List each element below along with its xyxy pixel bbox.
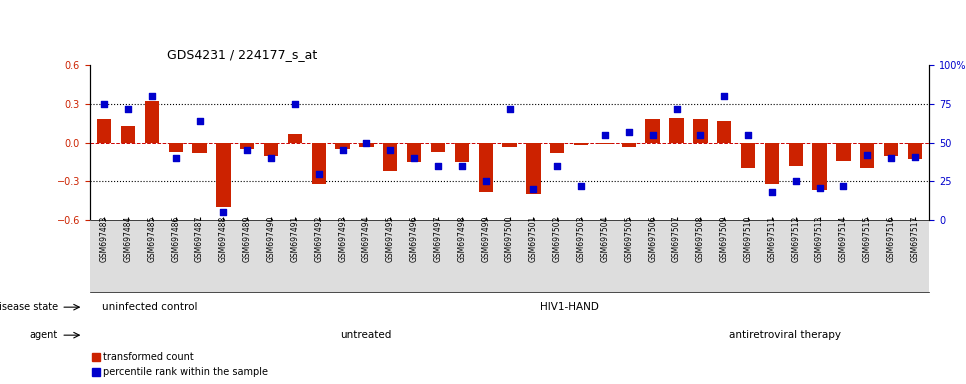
Text: GDS4231 / 224177_s_at: GDS4231 / 224177_s_at — [167, 48, 318, 61]
Bar — [669, 118, 684, 143]
Text: uninfected control: uninfected control — [102, 302, 198, 312]
Bar — [694, 119, 707, 143]
Point — [215, 209, 231, 215]
Bar — [812, 143, 827, 190]
Bar — [216, 143, 231, 207]
Bar — [97, 119, 111, 143]
Bar — [92, 353, 99, 361]
Bar — [168, 143, 183, 152]
Bar — [598, 143, 612, 144]
Bar — [837, 143, 851, 161]
Bar — [884, 143, 898, 156]
Point — [120, 106, 135, 112]
Bar — [526, 143, 541, 194]
Text: transformed count: transformed count — [102, 352, 193, 362]
Point — [335, 147, 351, 154]
Point — [860, 152, 875, 158]
Bar — [788, 143, 803, 166]
Bar — [312, 143, 326, 184]
Point — [574, 183, 589, 189]
Point — [502, 106, 518, 112]
Point — [478, 178, 494, 184]
Text: untreated: untreated — [340, 330, 391, 340]
Bar — [192, 143, 207, 153]
Point — [383, 147, 398, 154]
Bar — [384, 143, 397, 171]
Point — [430, 163, 445, 169]
Bar — [241, 143, 254, 149]
Point — [144, 93, 159, 99]
Point — [597, 132, 612, 138]
Point — [358, 140, 374, 146]
Bar — [741, 143, 755, 169]
Point — [764, 189, 780, 195]
Point — [192, 118, 208, 124]
Bar — [264, 143, 278, 156]
Bar — [478, 143, 493, 192]
Point — [550, 163, 565, 169]
Text: percentile rank within the sample: percentile rank within the sample — [102, 367, 268, 377]
Bar — [765, 143, 779, 184]
Text: agent: agent — [30, 330, 58, 340]
Point — [287, 101, 302, 107]
Point — [907, 154, 923, 160]
Bar — [502, 143, 517, 147]
Bar — [407, 143, 421, 162]
Point — [717, 93, 732, 99]
Point — [621, 129, 637, 135]
Point — [240, 147, 255, 154]
Bar — [431, 143, 445, 152]
Point — [454, 163, 469, 169]
Bar — [335, 143, 350, 149]
Bar — [860, 143, 874, 169]
Bar — [550, 143, 564, 153]
Bar — [717, 121, 731, 143]
Bar — [145, 101, 159, 143]
Point — [811, 185, 827, 191]
Bar — [455, 143, 469, 162]
Bar — [908, 143, 923, 159]
Bar — [359, 143, 374, 147]
Point — [836, 183, 851, 189]
Point — [693, 132, 708, 138]
Bar — [645, 119, 660, 143]
Text: antiretroviral therapy: antiretroviral therapy — [729, 330, 841, 340]
Text: HIV1-HAND: HIV1-HAND — [540, 302, 599, 312]
Text: disease state: disease state — [0, 302, 58, 312]
Point — [788, 178, 804, 184]
Point — [668, 106, 684, 112]
Point — [264, 155, 279, 161]
Point — [526, 186, 541, 192]
Point — [645, 132, 661, 138]
Point — [740, 132, 755, 138]
Bar — [92, 368, 99, 376]
Bar — [622, 143, 636, 147]
Point — [884, 155, 899, 161]
Point — [407, 155, 422, 161]
Point — [97, 101, 112, 107]
Bar — [121, 126, 135, 143]
Point — [168, 155, 184, 161]
Point — [311, 170, 327, 177]
Bar — [288, 134, 302, 143]
Bar — [574, 143, 588, 145]
